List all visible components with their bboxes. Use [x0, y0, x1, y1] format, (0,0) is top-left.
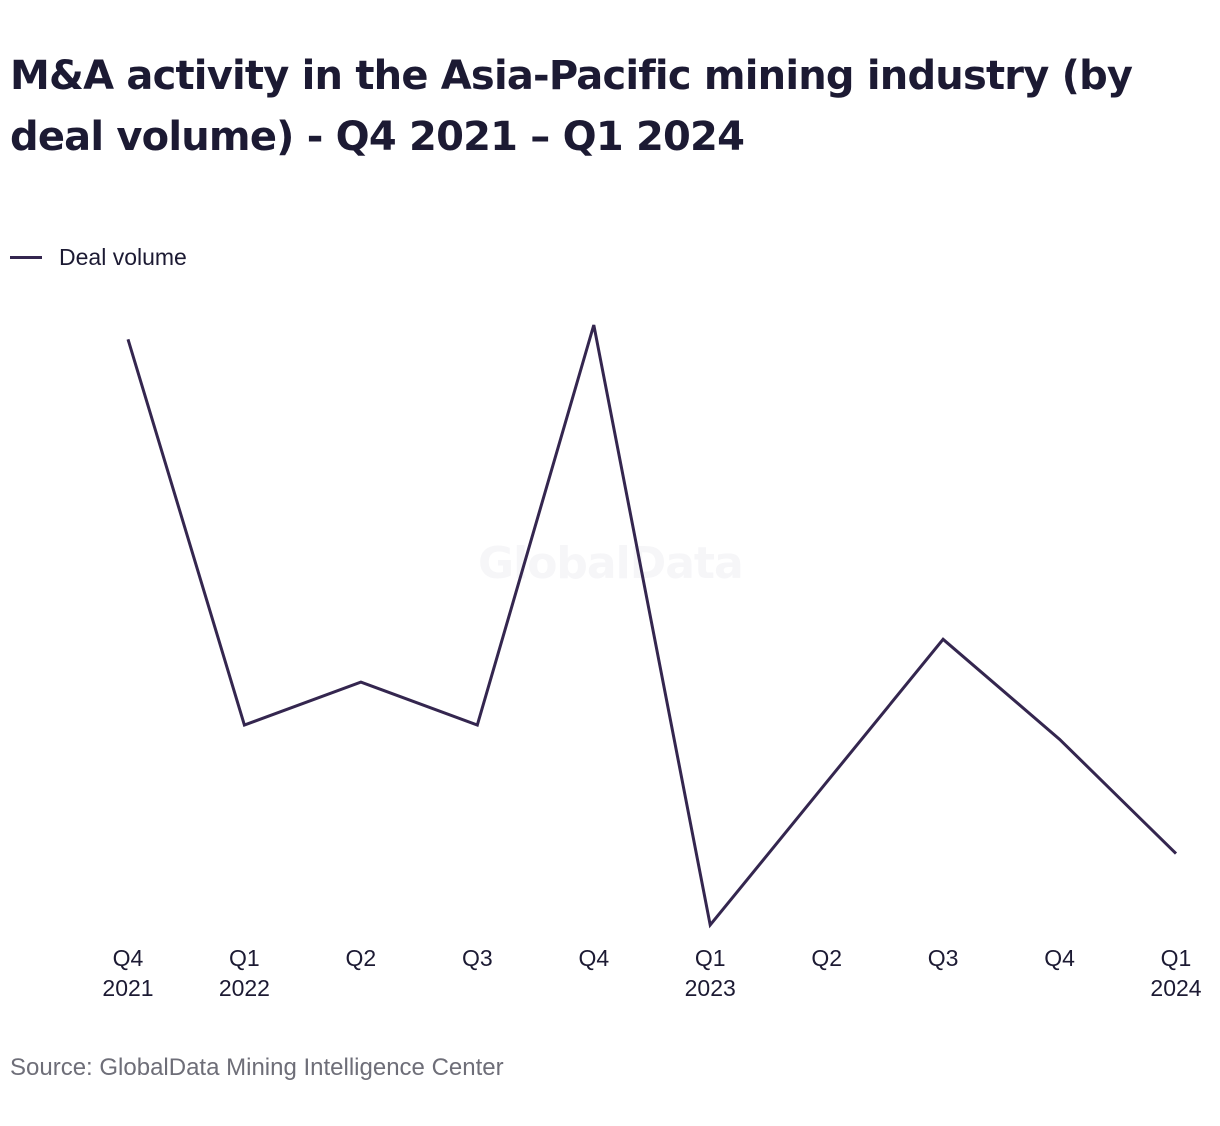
- x-tick-label: Q4: [1044, 945, 1075, 971]
- x-tick-label: Q4: [578, 945, 609, 971]
- legend-swatch: [10, 255, 42, 259]
- x-tick-label: Q1 2022: [219, 945, 270, 1001]
- series-line-0: [126, 324, 1178, 929]
- x-tick-label: Q3: [928, 945, 959, 971]
- chart-title: M&A activity in the Asia-Pacific mining …: [10, 53, 1133, 160]
- x-tick-label: Q1 2024: [1150, 945, 1201, 1001]
- legend-label: Deal volume: [59, 243, 187, 270]
- x-tick-label: Q2: [346, 945, 377, 971]
- x-tick-label: Q2: [811, 945, 842, 971]
- x-tick-label: Q4 2021: [102, 945, 153, 1001]
- source-note: Source: GlobalData Mining Intelligence C…: [10, 1054, 504, 1081]
- x-tick-label: Q3: [462, 945, 493, 971]
- chart-marks: [126, 324, 1178, 929]
- legend: Deal volume: [10, 242, 187, 272]
- x-tick-label: Q1 2023: [685, 945, 736, 1001]
- watermark: GlobalData: [478, 538, 744, 589]
- x-axis-tick-labels: Q4 2021 Q1 2022 Q2 Q3 Q4 Q1 2023 Q2 Q3 Q4 Q1 2024: [102, 945, 1201, 1001]
